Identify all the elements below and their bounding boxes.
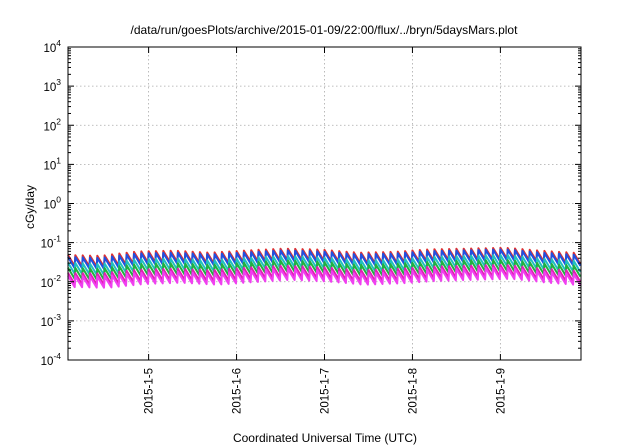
- y-tick-label: 10-4: [41, 351, 62, 368]
- y-tick-label: 10-2: [41, 273, 62, 290]
- y-tick-exponent: 3: [56, 77, 61, 87]
- y-tick-label: 101: [43, 155, 61, 172]
- y-tick-exponent: 1: [56, 155, 61, 165]
- chart-title: /data/run/goesPlots/archive/2015-01-09/2…: [131, 23, 519, 37]
- y-tick-exponent: 0: [56, 195, 61, 205]
- grid-lines: [68, 47, 581, 360]
- y-tick-label: 10-1: [41, 234, 62, 251]
- y-tick-base: 10: [43, 121, 56, 133]
- y-tick-label: 104: [43, 38, 61, 55]
- y-tick-base: 10: [43, 43, 56, 55]
- y-tick-exponent: 4: [56, 38, 61, 48]
- y-tick-exponent: -2: [53, 273, 61, 283]
- y-tick-exponent: -4: [53, 351, 61, 361]
- x-axis-label: Coordinated Universal Time (UTC): [233, 431, 417, 445]
- y-tick-base: 10: [43, 200, 56, 212]
- series-line: [67, 266, 582, 289]
- x-tick-label: 2015-1-7: [320, 368, 332, 414]
- y-tick-label: 10-3: [41, 312, 62, 329]
- y-tick-base: 10: [41, 278, 54, 290]
- y-tick-label: 100: [43, 195, 61, 212]
- y-tick-exponent: -3: [53, 312, 61, 322]
- y-tick-base: 10: [41, 356, 54, 368]
- y-tick-base: 10: [41, 317, 54, 329]
- x-tick-label: 2015-1-8: [407, 368, 419, 414]
- x-tick-label: 2015-1-6: [232, 368, 244, 414]
- y-tick-base: 10: [41, 239, 54, 251]
- y-tick-exponent: -1: [53, 234, 61, 244]
- y-tick-label: 103: [43, 77, 61, 94]
- x-tick-label: 2015-1-9: [495, 368, 507, 414]
- y-tick-base: 10: [43, 160, 56, 172]
- y-tick-base: 10: [43, 82, 56, 94]
- y-tick-label: 102: [43, 116, 61, 133]
- x-tick-label: 2015-1-5: [144, 368, 156, 414]
- y-axis-label: cGy/day: [23, 185, 37, 229]
- y-tick-exponent: 2: [56, 116, 61, 126]
- series-layer: [67, 246, 582, 289]
